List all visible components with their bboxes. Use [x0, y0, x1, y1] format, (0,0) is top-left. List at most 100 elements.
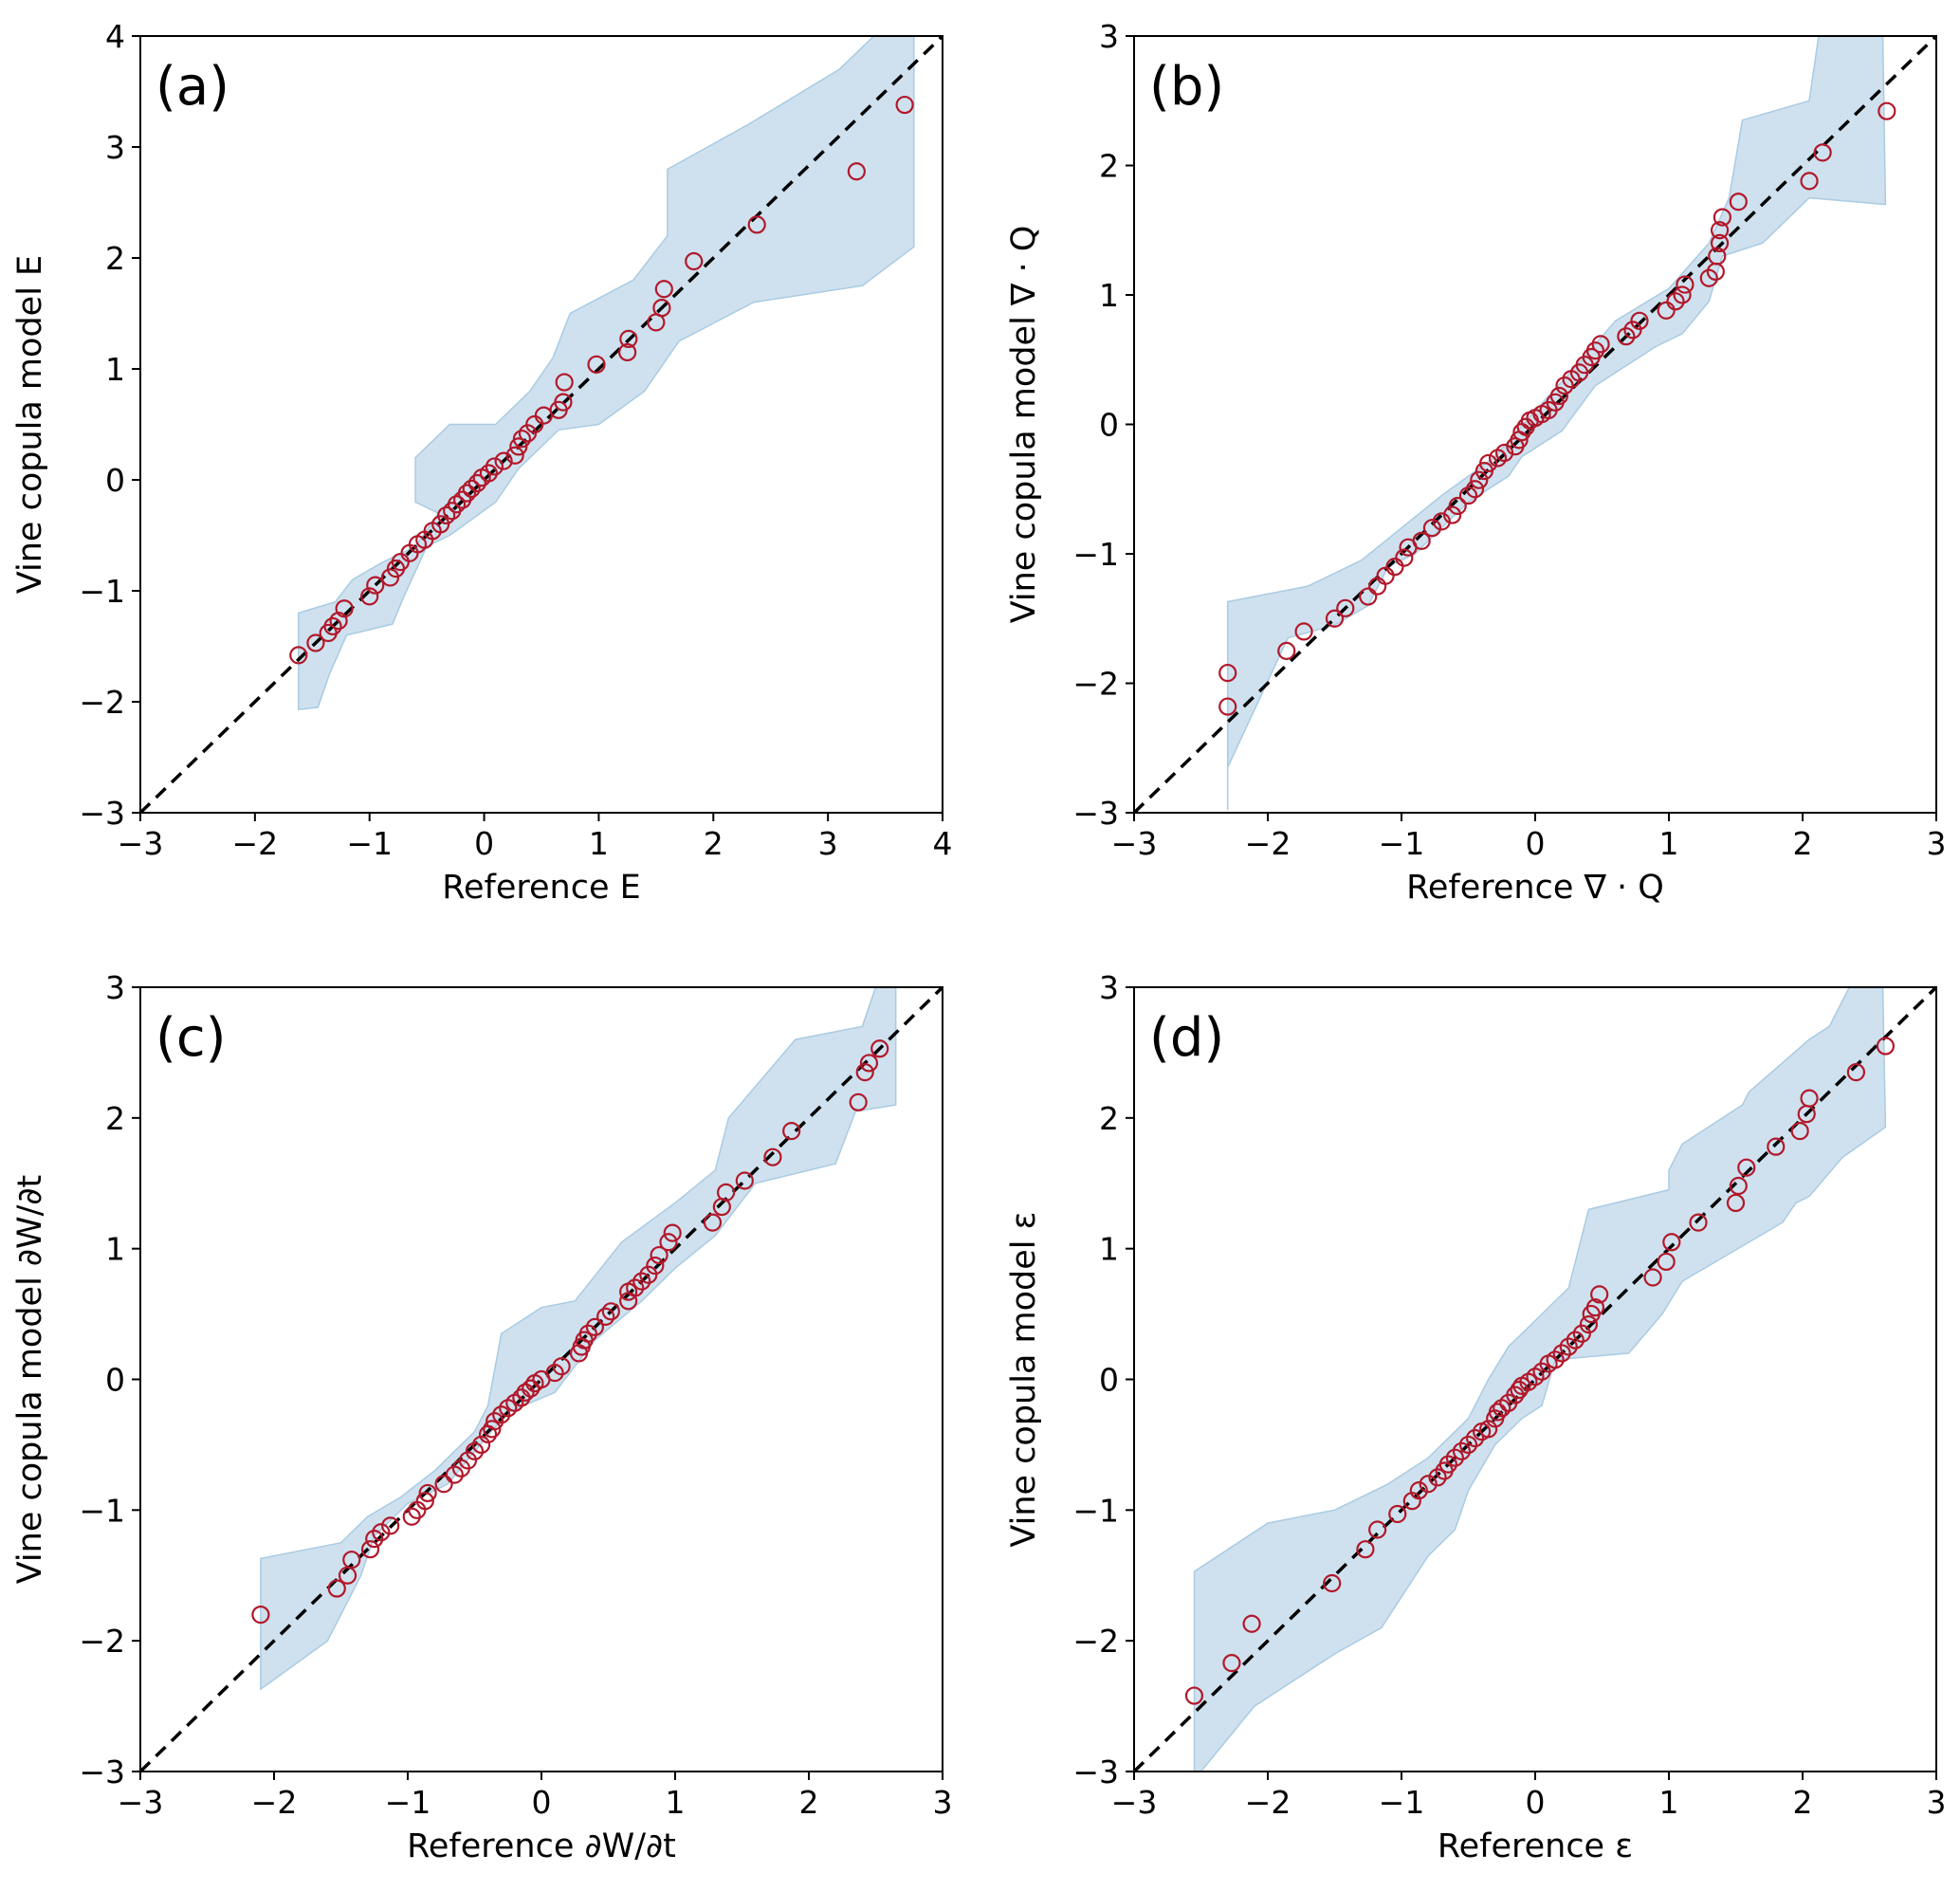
- identity-line: [1134, 987, 1936, 1772]
- uncertainty-band: [260, 987, 897, 1691]
- data-point: [512, 430, 532, 449]
- y-tick-label: −3: [79, 795, 125, 832]
- data-point: [1546, 1350, 1565, 1369]
- data-point: [415, 1492, 434, 1511]
- x-tick-label: 2: [1793, 825, 1813, 862]
- data-point: [289, 646, 308, 665]
- data-point: [342, 1551, 361, 1570]
- data-point: [467, 473, 486, 493]
- x-tick-label: 1: [589, 825, 609, 862]
- data-point: [1800, 1089, 1819, 1108]
- data-point: [1409, 1481, 1428, 1500]
- data-point: [1448, 496, 1467, 516]
- data-point: [626, 1278, 645, 1297]
- x-tick-label: 0: [474, 825, 494, 862]
- plot-area: [140, 987, 943, 1772]
- x-axis-label: Reference E: [442, 869, 641, 907]
- data-point: [659, 1233, 678, 1252]
- x-tick-label: 0: [532, 1784, 552, 1821]
- y-tick-label: −1: [1072, 536, 1119, 573]
- panel-label: (a): [156, 56, 229, 118]
- data-point: [596, 1307, 615, 1326]
- data-point: [1184, 1686, 1204, 1705]
- data-point: [1726, 1193, 1746, 1213]
- data-point: [1710, 221, 1730, 240]
- data-point: [685, 251, 704, 271]
- data-point: [1222, 1653, 1241, 1673]
- y-tick-label: 1: [1099, 1231, 1119, 1268]
- y-tick-label: −1: [1072, 1492, 1119, 1529]
- data-point: [1465, 1428, 1485, 1448]
- x-tick-label: −2: [232, 825, 279, 862]
- data-point: [554, 393, 573, 412]
- x-tick-label: −2: [1245, 1784, 1291, 1821]
- data-point: [1846, 1062, 1866, 1082]
- data-point: [847, 162, 866, 181]
- data-point: [859, 1054, 879, 1073]
- y-tick-label: 0: [1099, 407, 1119, 444]
- data-point: [1549, 386, 1568, 406]
- data-point: [1590, 1285, 1609, 1304]
- x-tick-label: 3: [933, 1784, 953, 1821]
- data-point: [1218, 663, 1237, 683]
- data-point: [1591, 335, 1610, 354]
- data-point: [1579, 1315, 1599, 1334]
- data-point: [1585, 1298, 1605, 1317]
- panel-b: −3 −2 −1 0 1 2 3 −3 −2 −1 0 1 2 3 Reference ∇ · Q Vine …: [1005, 18, 1947, 907]
- data-point: [1572, 1324, 1591, 1343]
- data-point: [1368, 1520, 1387, 1539]
- data-point: [1452, 1441, 1472, 1460]
- plot-area: [1134, 987, 1936, 1772]
- y-tick-label: 0: [1099, 1362, 1119, 1399]
- data-point: [1395, 548, 1414, 567]
- data-point: [587, 355, 606, 374]
- data-point: [1813, 143, 1832, 162]
- panel-a: −3 −2 −1 0 1 2 3 4 −3 −2 −1 0 1 2 3 4 Reference E Vine co…: [11, 18, 953, 907]
- y-tick-label: 1: [105, 351, 125, 388]
- data-point: [516, 1383, 535, 1402]
- y-axis-label: Vine copula model E: [11, 255, 49, 594]
- data-point: [763, 1147, 782, 1166]
- y-tick-label: −1: [79, 573, 125, 610]
- data-point: [782, 1122, 801, 1141]
- data-point: [1729, 1176, 1748, 1196]
- x-tick-label: 3: [1927, 825, 1947, 862]
- x-tick-label: 1: [666, 1784, 686, 1821]
- y-axis-label: Vine copula model ∇ · Q: [1005, 226, 1043, 624]
- panel-d: −3 −2 −1 0 1 2 3 −3 −2 −1 0 1 2 3 Reference ε Vine copu…: [1005, 969, 1947, 1865]
- identity-line: [140, 987, 943, 1772]
- data-point: [1438, 1455, 1457, 1474]
- data-point: [747, 215, 766, 234]
- data-point: [372, 1523, 391, 1542]
- x-tick-label: 0: [1526, 825, 1546, 862]
- data-point: [1737, 1158, 1756, 1177]
- x-tick-label: 2: [704, 825, 724, 862]
- data-point: [1552, 1344, 1571, 1363]
- x-tick-label: −3: [1111, 825, 1158, 862]
- data-point: [855, 1062, 874, 1082]
- data-point: [552, 1357, 571, 1376]
- data-point: [458, 1451, 478, 1470]
- y-tick-label: −3: [1072, 795, 1119, 832]
- data-point: [1657, 1252, 1676, 1272]
- x-tick-label: −1: [1379, 1784, 1425, 1821]
- data-point: [1359, 587, 1378, 606]
- y-tick-label: −3: [1072, 1753, 1119, 1790]
- data-point: [1662, 1233, 1681, 1252]
- data-point: [1465, 480, 1485, 499]
- data-point: [1585, 341, 1605, 360]
- data-point: [545, 1364, 564, 1383]
- panel-c: −3 −2 −1 0 1 2 3 −3 −2 −1 0 1 2 3 Reference ∂W/∂t Vine …: [11, 969, 953, 1865]
- data-point: [365, 1530, 384, 1549]
- x-tick-label: 3: [1927, 1784, 1947, 1821]
- data-point: [1323, 1573, 1342, 1593]
- data-point: [462, 479, 481, 498]
- data-point: [650, 1245, 669, 1265]
- y-tick-label: −3: [79, 1753, 125, 1790]
- data-point: [1643, 1268, 1662, 1287]
- identity-line: [140, 36, 943, 813]
- x-tick-label: 2: [799, 1784, 819, 1821]
- data-point: [251, 1605, 270, 1625]
- data-point: [1412, 531, 1431, 550]
- data-point: [716, 1183, 736, 1202]
